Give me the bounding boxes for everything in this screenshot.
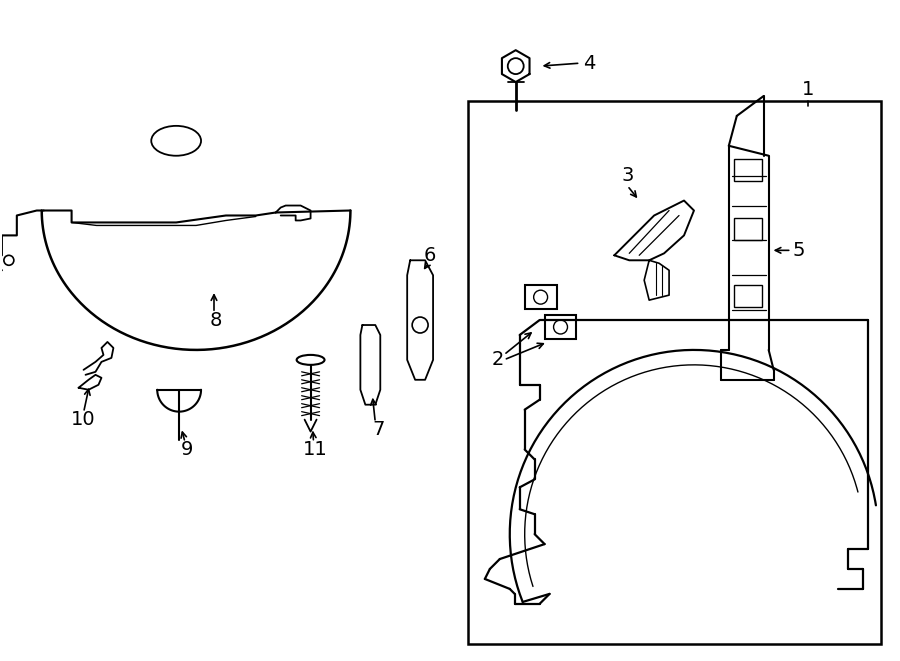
Text: 10: 10 [71, 410, 96, 429]
Bar [734, 159, 761, 180]
Text: 5: 5 [792, 241, 805, 260]
Bar [468, 101, 881, 644]
Text: 9: 9 [181, 440, 194, 459]
Text: 2: 2 [491, 350, 504, 369]
Bar [525, 285, 556, 309]
Text: 4: 4 [583, 54, 596, 73]
Text: 8: 8 [210, 311, 222, 330]
Text: 6: 6 [424, 246, 436, 265]
Text: 11: 11 [303, 440, 328, 459]
Text: 1: 1 [802, 79, 814, 98]
Text: 3: 3 [621, 166, 634, 185]
Text: 7: 7 [372, 420, 384, 439]
Bar [734, 219, 761, 241]
Bar [734, 285, 761, 307]
Bar [544, 315, 577, 339]
